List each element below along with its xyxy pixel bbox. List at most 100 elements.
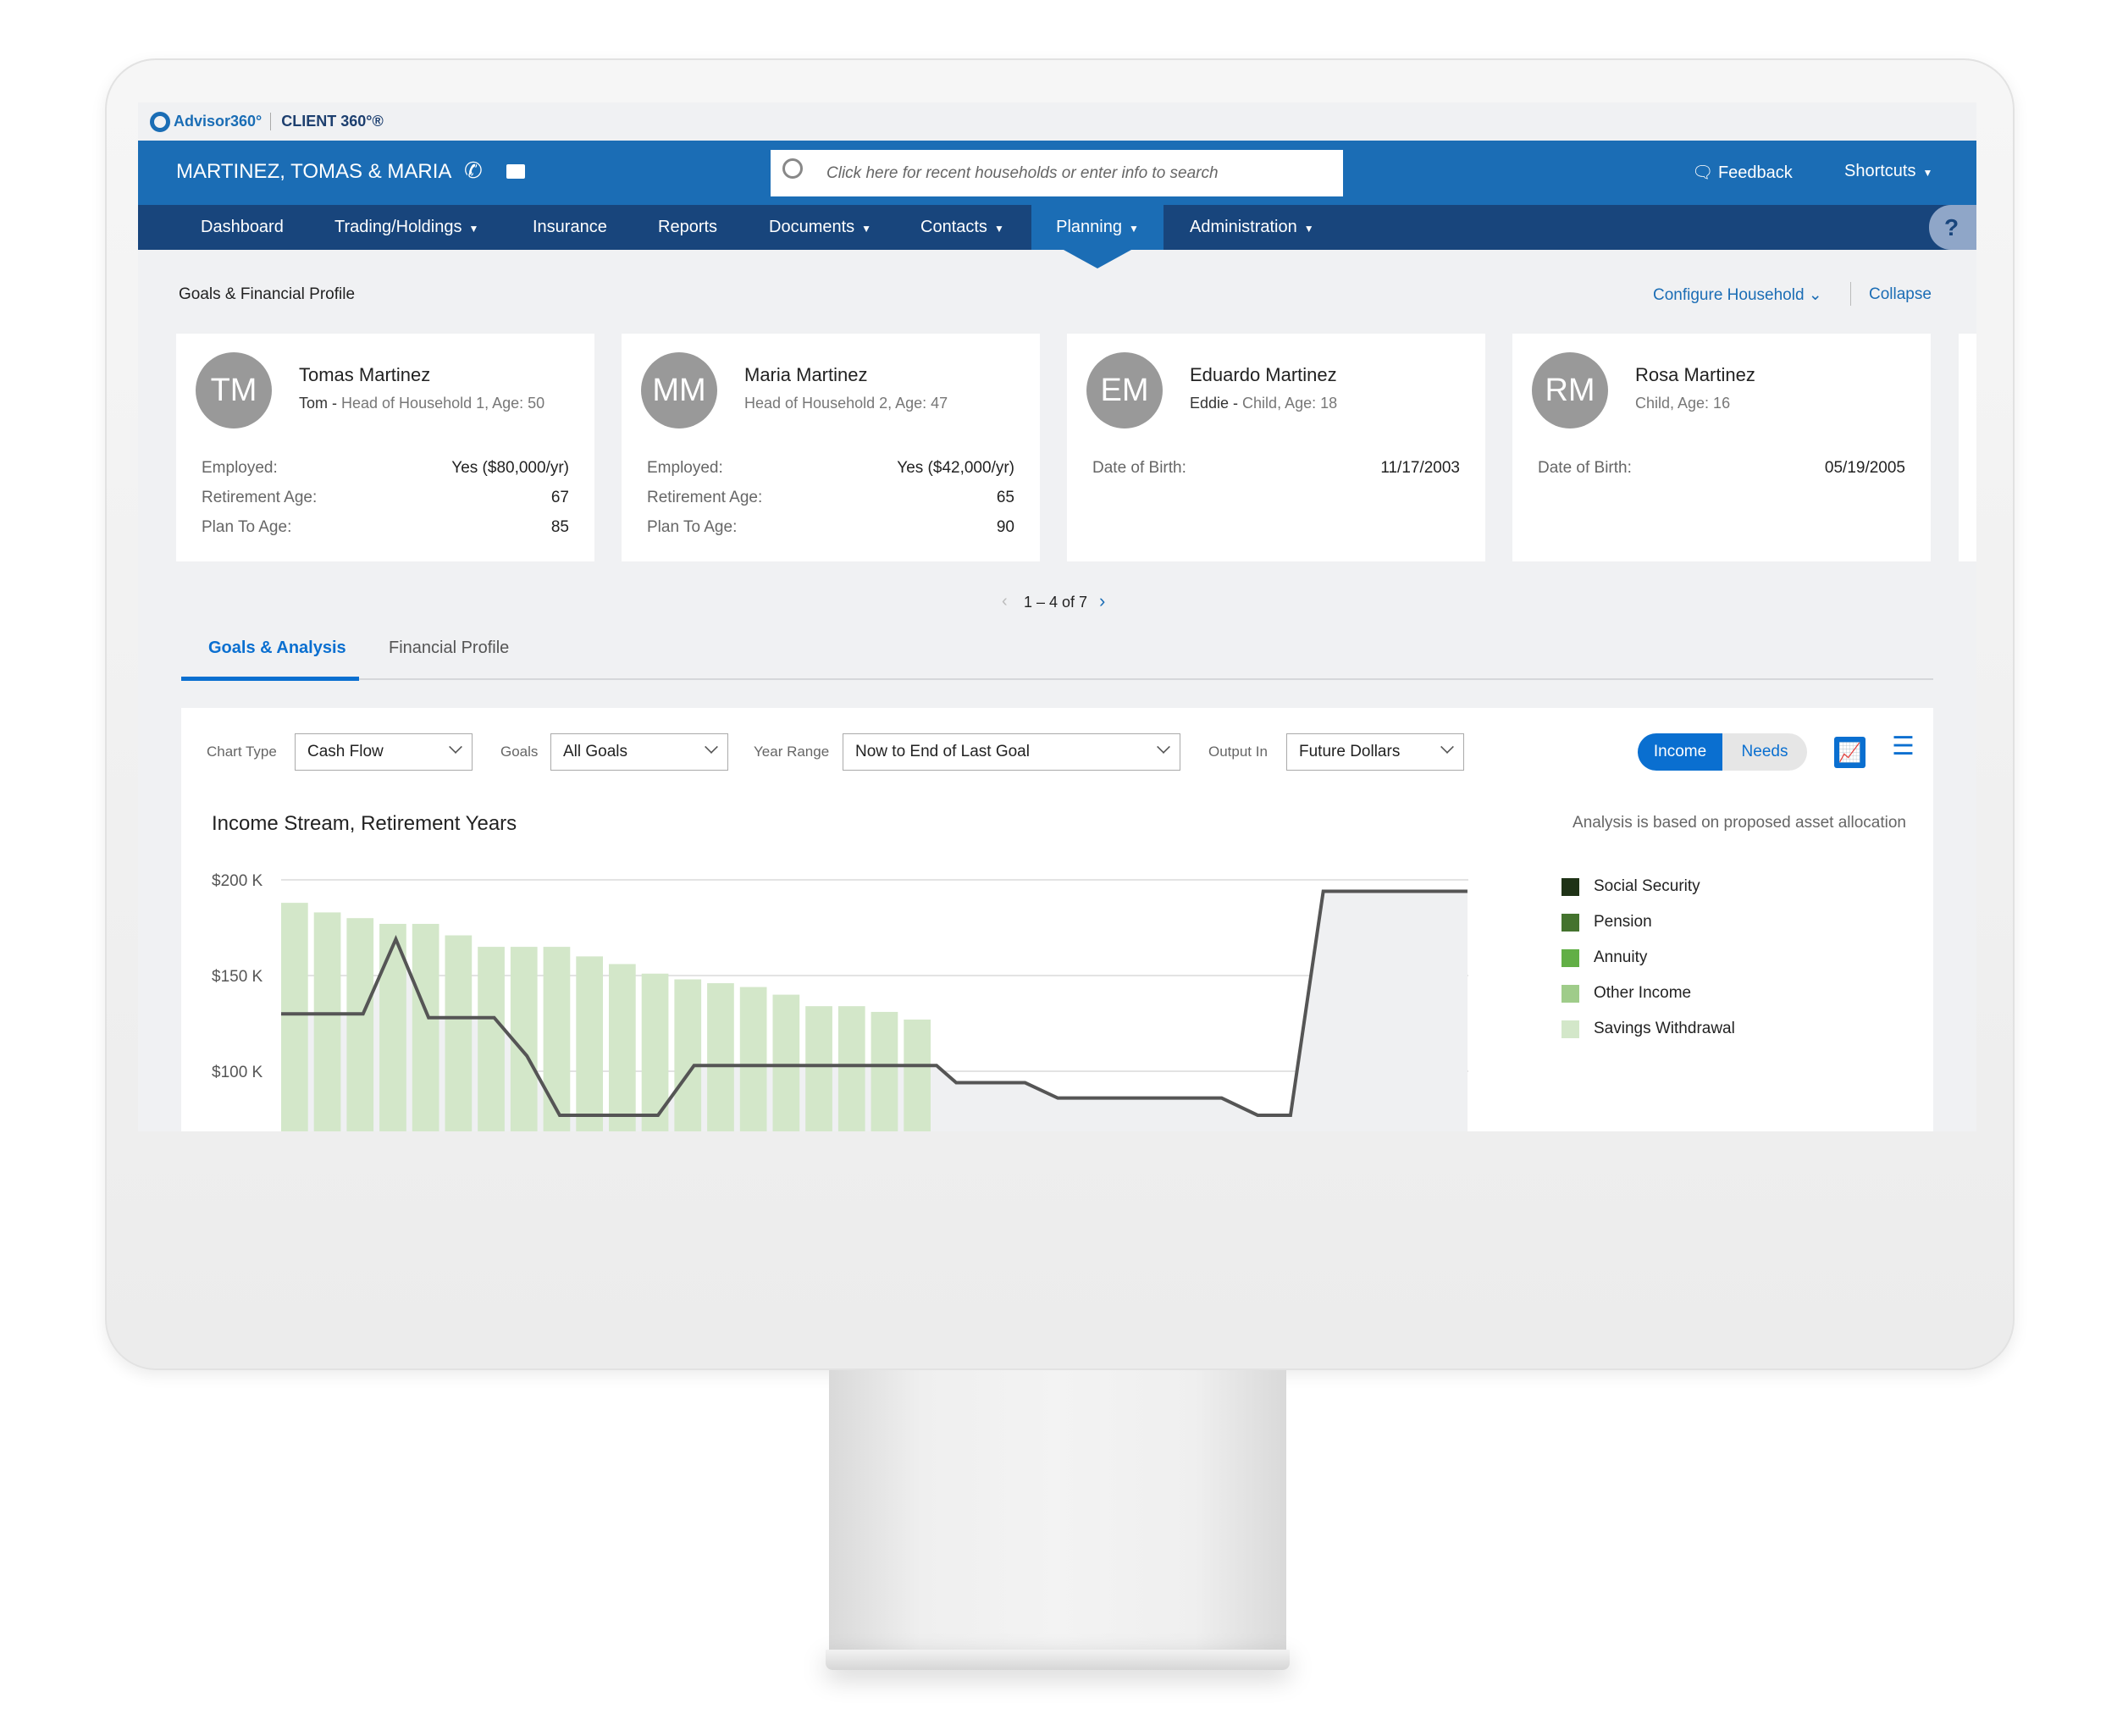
nav-planning[interactable]: Planning ▼ — [1031, 205, 1164, 268]
caret-down-icon: ▼ — [861, 223, 872, 235]
chart-note: Analysis is based on proposed asset allo… — [1573, 814, 1906, 832]
main-nav: Dashboard Trading/Holdings ▼ Insurance Repor… — [138, 205, 1976, 268]
income-bar — [445, 935, 473, 1131]
member-card[interactable]: EM Eduardo Martinez Eddie - Child, Age: 18… — [1067, 334, 1485, 561]
income-chart: $200 K $150 K $100 K — [212, 872, 1468, 1131]
member-detail-row: Retirement Age: 67 — [202, 489, 569, 506]
feedback-icon: 🗨 — [1692, 163, 1718, 182]
member-card[interactable]: MM Maria Martinez Head of Household 2, Age… — [622, 334, 1040, 561]
caret-down-icon: ▼ — [468, 223, 479, 235]
configure-household-link[interactable]: Configure Household ⌄ — [1653, 286, 1822, 304]
tab-financial-profile[interactable]: Financial Profile — [389, 639, 510, 657]
income-bar — [609, 964, 636, 1131]
goals-label: Goals — [500, 744, 539, 760]
chart-type-select[interactable]: Cash Flow — [295, 733, 473, 771]
member-card[interactable]: RM Rosa Martinez Child, Age: 16 Date of Bir… — [1512, 334, 1931, 561]
income-bar — [478, 947, 505, 1131]
chart-title: Income Stream, Retirement Years — [212, 812, 517, 835]
member-detail-row: Employed: Yes ($80,000/yr) — [202, 459, 569, 477]
legend-item: Social Security — [1561, 877, 1700, 896]
tab-divider — [181, 678, 1933, 680]
caret-down-icon: ▼ — [1303, 223, 1314, 235]
prev-page-icon[interactable]: ‹ — [1002, 592, 1008, 611]
y-tick-label: $150 K — [212, 968, 263, 986]
income-bar — [379, 923, 406, 1131]
collapse-link[interactable]: Collapse — [1869, 285, 1932, 303]
search-placeholder: Click here for recent households or ente… — [826, 164, 1219, 182]
member-name: Rosa Martinez — [1635, 364, 1755, 385]
shortcuts-menu[interactable]: Shortcuts ▼ — [1844, 162, 1933, 180]
phone-icon[interactable]: ✆ — [464, 158, 483, 183]
income-bar — [904, 1019, 931, 1131]
legend-item: Savings Withdrawal — [1561, 1020, 1735, 1038]
avatar: MM — [641, 352, 717, 428]
advisor-logo-icon — [150, 111, 170, 132]
monitor-base — [826, 1650, 1290, 1670]
nav-documents[interactable]: Documents ▼ — [769, 218, 872, 236]
nav-insurance[interactable]: Insurance — [533, 218, 607, 236]
income-bar — [674, 979, 702, 1131]
nav-dashboard[interactable]: Dashboard — [201, 218, 284, 236]
feedback-button[interactable]: 🗨 Feedback — [1692, 163, 1793, 182]
income-bar — [281, 903, 308, 1131]
logo-bar: Advisor360° CLIENT 360°® — [138, 102, 1976, 141]
breadcrumb: Goals & Financial Profile — [179, 285, 356, 303]
member-name: Eduardo Martinez — [1190, 364, 1337, 385]
year-range-select[interactable]: Now to End of Last Goal — [843, 733, 1180, 771]
output-select[interactable]: Future Dollars — [1286, 733, 1464, 771]
goals-select[interactable]: All Goals — [550, 733, 728, 771]
income-bar — [510, 947, 538, 1131]
year-range-label: Year Range — [754, 744, 830, 760]
search-icon — [782, 158, 803, 179]
analysis-panel: Chart Type Cash Flow Goals All Goals Yea… — [181, 708, 1933, 1131]
legend-swatch — [1561, 948, 1579, 967]
active-tab-indicator — [181, 677, 359, 681]
list-view-icon[interactable]: ☰ — [1892, 733, 1915, 760]
income-toggle[interactable]: Income — [1638, 733, 1722, 771]
needs-line — [281, 889, 1468, 1117]
nav-administration[interactable]: Administration ▼ — [1190, 218, 1314, 236]
next-card-partial — [1959, 334, 1976, 561]
income-bar — [412, 923, 439, 1131]
household-name: MARTINEZ, TOMAS & MARIA — [176, 160, 452, 183]
mail-icon[interactable] — [506, 164, 525, 179]
avatar: RM — [1532, 352, 1608, 428]
income-bar — [805, 1006, 832, 1131]
caret-down-icon: ▼ — [1128, 223, 1139, 235]
avatar: TM — [196, 352, 272, 428]
nav-trading-holdings[interactable]: Trading/Holdings ▼ — [334, 218, 479, 236]
needs-toggle[interactable]: Needs — [1722, 733, 1807, 771]
member-card[interactable]: TM Tomas Martinez Tom - Head of Household … — [176, 334, 594, 561]
member-detail-row: Employed: Yes ($42,000/yr) — [647, 459, 1014, 477]
income-bar — [346, 918, 374, 1131]
search-input[interactable]: Click here for recent households or ente… — [771, 150, 1343, 196]
legend-swatch — [1561, 913, 1579, 932]
legend-item: Annuity — [1561, 948, 1647, 967]
income-bar — [871, 1011, 898, 1131]
chart-view-icon[interactable]: 📈 — [1834, 737, 1866, 768]
advisor-logo: Advisor360° — [174, 113, 263, 130]
y-tick-label: $100 K — [212, 1064, 263, 1081]
client360-logo: CLIENT 360°® — [270, 113, 384, 130]
member-role: Head of Household 2, Age: 47 — [744, 395, 948, 412]
legend-swatch — [1561, 1020, 1579, 1038]
next-page-icon[interactable]: › — [1099, 590, 1106, 611]
help-button[interactable]: ? — [1929, 205, 1976, 250]
avatar: EM — [1086, 352, 1163, 428]
income-bar — [739, 987, 767, 1131]
pagination-label: 1 – 4 of 7 — [1024, 594, 1088, 611]
member-detail-row: Retirement Age: 65 — [647, 489, 1014, 506]
income-bar — [772, 994, 800, 1131]
nav-reports[interactable]: Reports — [658, 218, 718, 236]
legend-swatch — [1561, 984, 1579, 1003]
legend-item: Other Income — [1561, 984, 1691, 1003]
tab-goals-analysis[interactable]: Goals & Analysis — [208, 639, 346, 657]
nav-contacts[interactable]: Contacts ▼ — [920, 218, 1004, 236]
divider — [1850, 282, 1851, 306]
income-bar — [837, 1006, 865, 1131]
income-bar — [313, 912, 341, 1131]
member-detail-row: Plan To Age: 85 — [202, 518, 569, 536]
output-label: Output In — [1208, 744, 1268, 760]
chart-type-label: Chart Type — [207, 744, 277, 760]
member-detail-row: Date of Birth: 05/19/2005 — [1538, 459, 1905, 477]
